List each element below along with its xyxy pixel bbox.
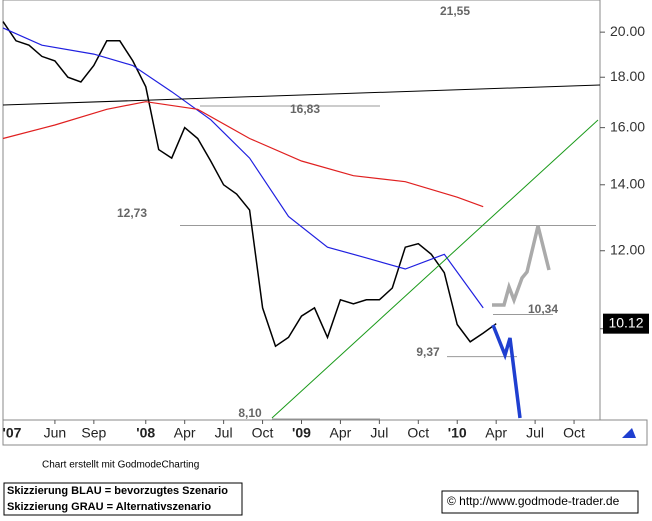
x-axis-frame — [2, 419, 648, 446]
notes-box — [3, 482, 243, 516]
x-tick-label: Oct — [563, 425, 585, 441]
source: © http://www.godmode-trader.de — [447, 494, 620, 508]
scenario-blue — [491, 324, 522, 419]
series-line — [2, 101, 484, 208]
series-line — [2, 21, 497, 348]
note: Skizzierung GRAU = Alternativszenario — [7, 501, 211, 513]
x-tick-label: Apr — [174, 425, 196, 441]
footer: Chart erstellt mit GodmodeCharting — [42, 460, 199, 471]
level-label: 10,34 — [528, 302, 558, 316]
x-tick-label: Apr — [485, 425, 507, 441]
level-label: 8,10 — [238, 406, 262, 420]
series-line — [2, 27, 484, 309]
last-price-box — [603, 313, 649, 334]
support-trendline — [271, 119, 599, 419]
scenario-gray — [492, 225, 551, 307]
level-label: 21,55 — [440, 4, 470, 18]
x-tick-label: '09 — [292, 425, 311, 441]
y-tick-label: 14.00 — [610, 175, 645, 191]
x-tick-label: Oct — [252, 425, 274, 441]
x-tick-label: Jul — [370, 425, 388, 441]
note: Skizzierung BLAU = bevorzugtes Szenario — [7, 485, 228, 497]
y-tick-label: 20.00 — [610, 23, 645, 39]
x-tick-label: Jun — [44, 425, 67, 441]
x-tick-label: Sep — [81, 425, 106, 441]
plot — [2, 21, 596, 420]
y-tick-label: 16.00 — [610, 118, 645, 134]
level-label: 12,73 — [117, 206, 147, 220]
nav-icon[interactable] — [622, 428, 636, 438]
x-tick-label: '10 — [448, 425, 467, 441]
resistance-trendline — [2, 84, 601, 106]
x-tick-label: '08 — [136, 425, 155, 441]
x-tick-label: '07 — [3, 425, 22, 441]
x-tick-label: Jul — [215, 425, 233, 441]
x-tick-label: Oct — [407, 425, 429, 441]
axis-overlay: 10.0012.0014.0016.0018.0020.00'07JunSep'… — [3, 4, 649, 441]
level-label: 9,37 — [416, 345, 440, 359]
x-tick-label: Jul — [526, 425, 544, 441]
y-tick-label: 12.00 — [610, 241, 645, 257]
x-tick-label: Apr — [330, 425, 352, 441]
level-label: 16,83 — [290, 102, 320, 116]
last-price: 10.12 — [608, 314, 643, 330]
source-box — [441, 490, 639, 514]
y-tick-label: 18.00 — [610, 68, 645, 84]
